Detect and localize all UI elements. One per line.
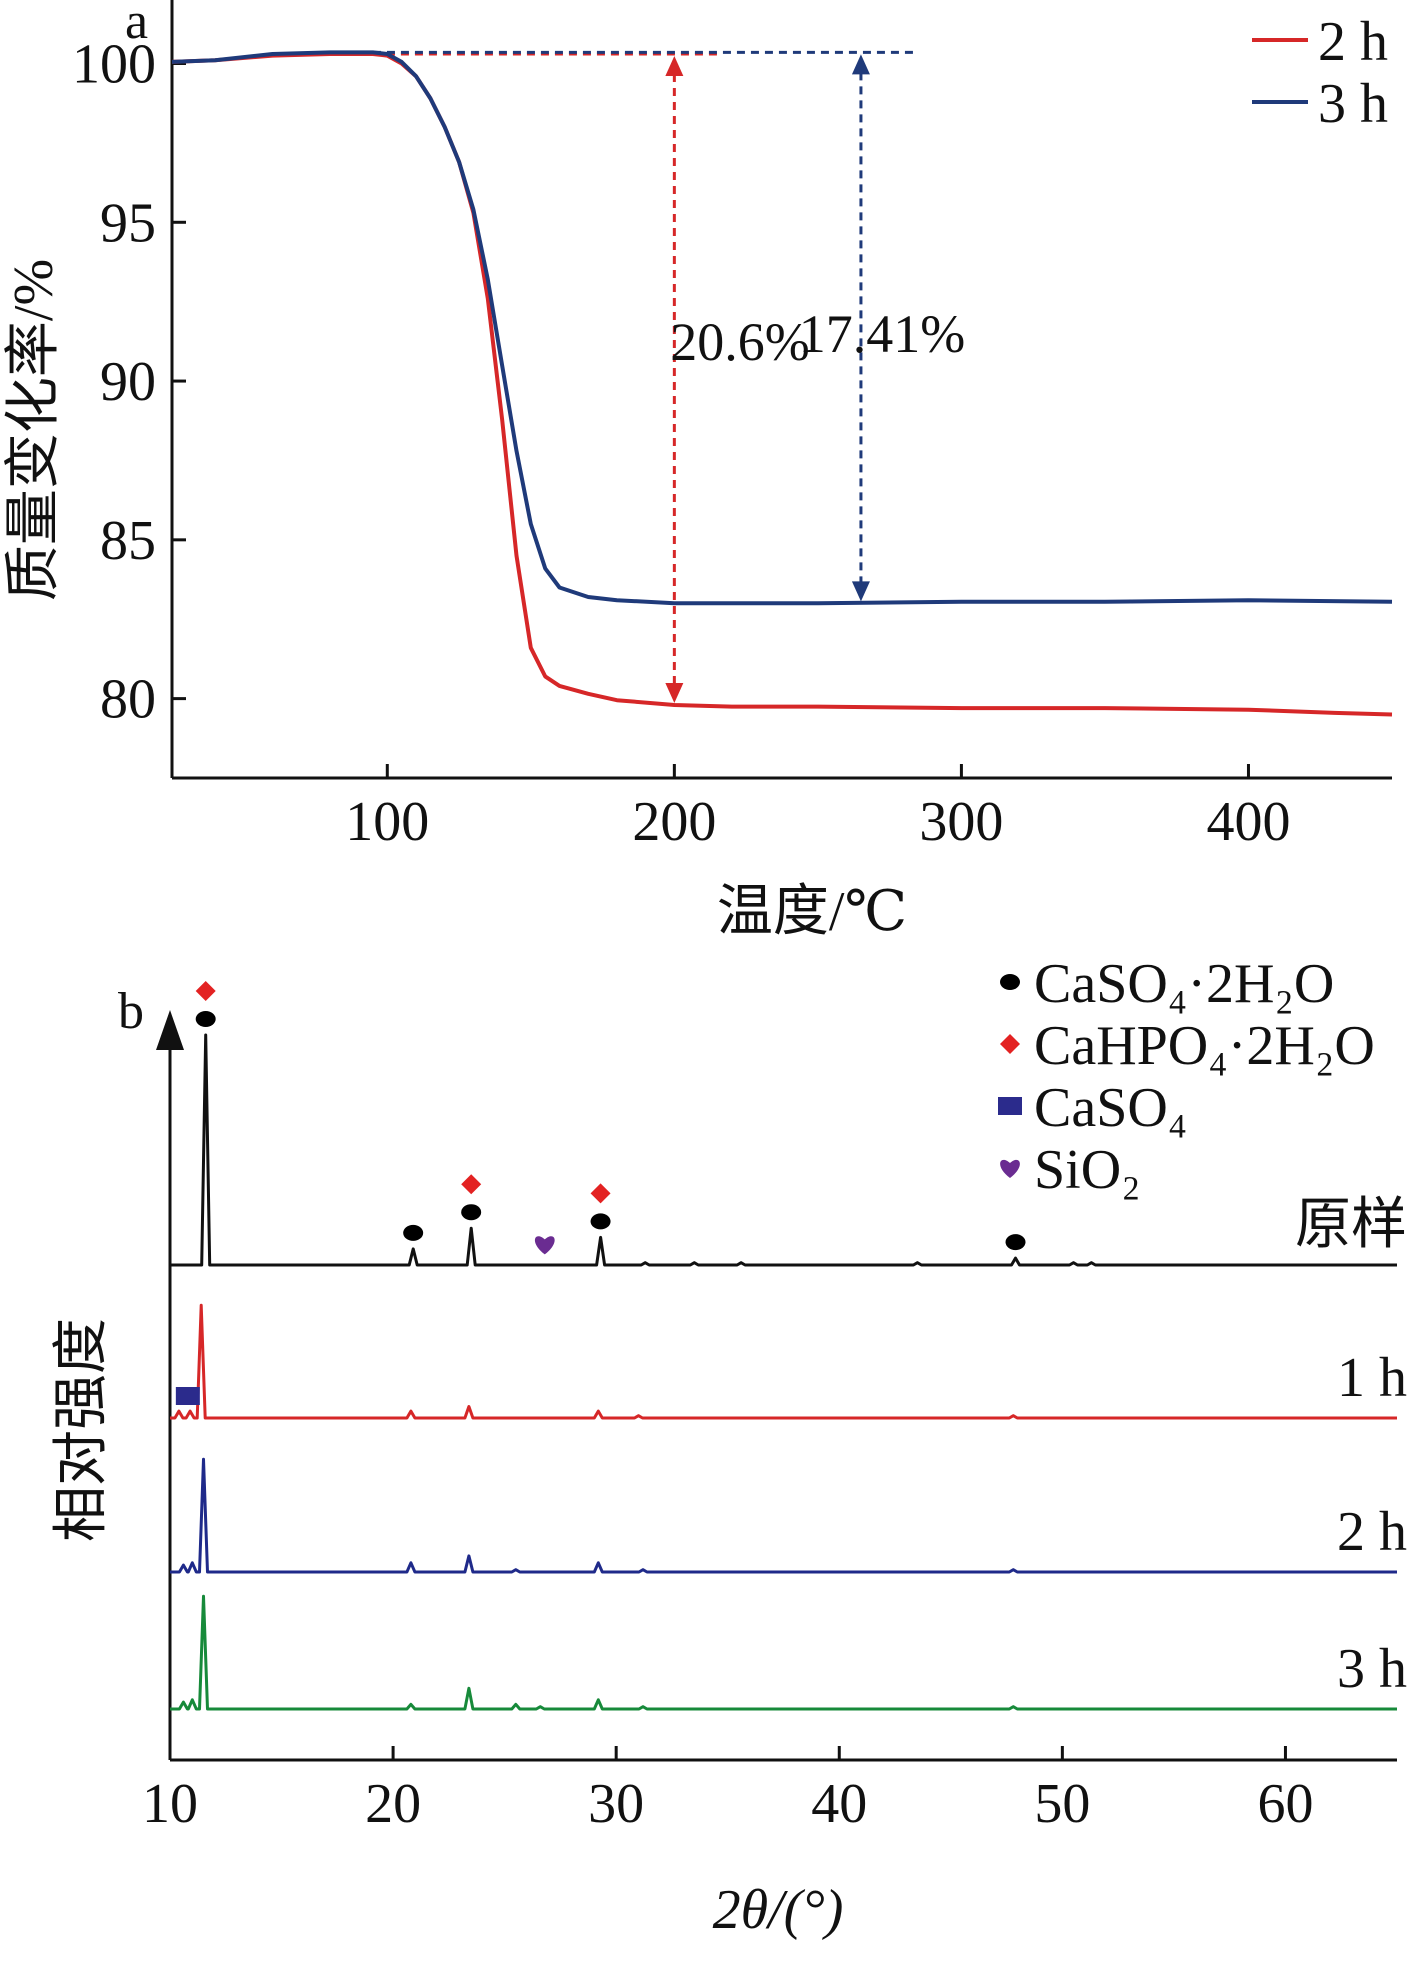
panel-b-phase-marker-circle: [461, 1204, 482, 1221]
panel-b-phase-marker-circle: [403, 1224, 424, 1241]
panel-b-y-axis-arrow: [156, 1010, 184, 1050]
panel-a-annotation-text: 17.41%: [799, 304, 965, 364]
panel-b-x-tick-label: 60: [1257, 1773, 1313, 1835]
panel-b-tick-labels: 10 20 30 40 50 60: [142, 1773, 1313, 1835]
panel-a-arrowhead-up: [851, 54, 870, 75]
panel-b-trace: [170, 1594, 1397, 1711]
panel-a-label: a: [125, 0, 148, 50]
panel-b-x-tick-label: 50: [1034, 1773, 1090, 1835]
panel-b-trace-labels: 原样 1 h 2 h 3 h: [1295, 1194, 1407, 1700]
panel-b-phase-marker-heart: [534, 1236, 555, 1255]
panel-a-x-tick-label: 200: [632, 791, 716, 853]
panel-b-phase-marker-diamond: [195, 981, 216, 1001]
panel-a-y-tick-label: 95: [100, 192, 156, 254]
panel-b-legend-label: SiO₂: [1034, 1139, 1141, 1201]
panel-b-phase-marker-circle: [195, 1011, 216, 1027]
panel-b-x-tick-label: 20: [365, 1773, 421, 1835]
panel-a-arrowhead-down: [665, 682, 684, 703]
panel-a-y-tick-label: 100: [72, 34, 156, 96]
panel-b-legend-marker-heart: [1000, 1159, 1020, 1178]
panel-a-x-tick-label: 300: [919, 791, 1003, 853]
panel-a-x-tick-label: 400: [1206, 791, 1290, 853]
panel-a-y-tick-label: 80: [100, 669, 156, 731]
panel-a-annotation-text: 20.6%: [670, 312, 809, 372]
panel-a-legend-label: 3 h: [1318, 73, 1388, 135]
panel-a-series-line: [171, 50, 1393, 606]
panel-b-x-tick-label: 40: [811, 1773, 867, 1835]
panel-a-y-tick-label: 90: [100, 351, 156, 413]
panel-b-phase-markers: [175, 981, 1026, 1405]
panel-b-legend-label: CaSO₄: [1034, 1077, 1187, 1139]
panel-b-x-axis-label: 2θ/(°): [713, 1879, 844, 1941]
panel-a-legend-label: 2 h: [1318, 11, 1388, 73]
panel-a-arrowhead-down: [851, 581, 870, 602]
panel-b-trace: [170, 1457, 1397, 1574]
panel-b-x-tick-label: 30: [588, 1773, 644, 1835]
panel-b-series: [170, 1033, 1397, 1711]
panel-b-trace-label: 1 h: [1337, 1347, 1407, 1409]
panel-a-annotations: 20.6%17.41%: [372, 50, 965, 703]
panel-b-trace: [170, 1033, 1397, 1267]
panel-b-legend-marker-square: [998, 1097, 1022, 1115]
panel-b-trace-label: 原样: [1295, 1194, 1407, 1256]
panel-a-tick-labels: 100 200 300 400 80 85 90 95 100: [72, 34, 1290, 853]
panel-a-axes: [170, 0, 1392, 780]
panel-b-phase-marker-square: [175, 1387, 200, 1405]
panel-b-phase-marker-diamond: [590, 1183, 611, 1204]
panel-a-y-tick-label: 85: [100, 510, 156, 572]
panel-b-legend-marker-circle: [1000, 974, 1020, 990]
panel-a-arrowhead-up: [665, 55, 684, 76]
panel-b-trace-label: 3 h: [1337, 1638, 1407, 1700]
panel-b-label: b: [118, 983, 144, 1040]
panel-a-x-tick-label: 100: [345, 791, 429, 853]
panel-b-phase-marker-diamond: [461, 1174, 482, 1195]
panel-a-x-axis-label: 温度/℃: [717, 881, 907, 943]
panel-b-phase-marker-circle: [1005, 1234, 1026, 1251]
panel-b-trace-label: 2 h: [1337, 1501, 1407, 1563]
panel-b-xrd-chart: b 10 20 30 40 50 60 原样 1 h 2 h 3 h CaSO₄·2H₂OCaH…: [51, 953, 1407, 1941]
panel-b-phase-marker-circle: [590, 1213, 611, 1230]
panel-a-legend: 2 h3 h: [1252, 11, 1388, 135]
panel-a-series: [171, 50, 1393, 717]
panel-b-legend-label: CaHPO₄·2H₂O: [1034, 1015, 1375, 1077]
panel-b-trace: [170, 1303, 1397, 1420]
panel-b-x-tick-label: 10: [142, 1773, 198, 1835]
panel-a-tga-chart: a 100 200 300 400 80 85 90 95 100 20.6%17.41% 2 …: [3, 0, 1393, 943]
panel-a-series-line: [171, 52, 1393, 717]
panel-a-y-axis-label: 质量变化率/%: [3, 259, 65, 601]
panel-b-legend-marker-diamond: [1000, 1034, 1020, 1054]
panel-b-legend-label: CaSO₄·2H₂O: [1034, 953, 1334, 1015]
panel-b-y-axis-label: 相对强度: [51, 1318, 113, 1542]
panel-b-axes: [156, 1010, 1397, 1762]
